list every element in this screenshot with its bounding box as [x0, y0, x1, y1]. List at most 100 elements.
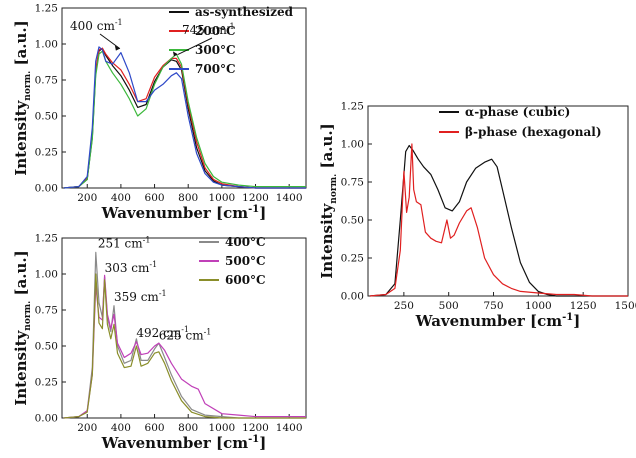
- series-line-2: [63, 47, 306, 189]
- annotation-label-sup: -1: [115, 18, 123, 27]
- plot-frame: [61, 237, 307, 419]
- x-axis-title: Wavenumber [cm-1]: [101, 204, 267, 222]
- x-tick-label: 1200: [242, 192, 269, 204]
- legend-label: 300°C: [195, 43, 236, 57]
- x-tick-label: 1500: [615, 300, 636, 312]
- series-line-2: [369, 143, 628, 297]
- x-axis-title-main: Wavenumber [cm: [101, 434, 249, 452]
- y-axis-title: Intensitynorm. [a.u.]: [12, 250, 33, 406]
- y-axis-title-main: Intensity: [12, 99, 30, 175]
- x-tick-label: 400: [111, 192, 131, 204]
- annotation-label-main: 303 cm: [105, 261, 150, 275]
- plot-frame: [367, 105, 629, 297]
- y-tick-label: 0.75: [35, 75, 58, 87]
- legend-label: 600°C: [225, 273, 266, 287]
- annotation-label: 400 cm-1: [70, 18, 123, 33]
- x-tick-label: 1400: [276, 192, 303, 204]
- x-tick-label: 1000: [208, 192, 235, 204]
- series-line-4: [63, 46, 306, 189]
- annotation-arrow: [177, 37, 213, 55]
- x-tick-label: 1000: [208, 422, 235, 434]
- x-axis-title: Wavenumber [cm-1]: [101, 434, 267, 452]
- y-tick-label: 0.50: [341, 215, 364, 227]
- x-axis-title: Wavenumber [cm-1]: [415, 312, 581, 330]
- x-tick-label: 500: [439, 300, 459, 312]
- chart-panel-1: 0.00 0.25 0.50 0.75 1.00 1.25 200 400 600 800 1000…: [12, 3, 307, 222]
- y-tick-label: 1.00: [35, 39, 58, 51]
- y-tick-label: 0.75: [35, 305, 58, 317]
- annotation-label-sup: -1: [159, 289, 167, 298]
- x-tick-label: 1250: [570, 300, 597, 312]
- annotation-label: 251 cm-1: [98, 236, 151, 251]
- chart-panel-2: 0.00 0.25 0.50 0.75 1.00 1.25 200 400 600 800 1000…: [12, 233, 307, 452]
- legend-label: as-synthesized: [195, 5, 294, 19]
- annotation-label: 745 cm-1: [182, 22, 235, 37]
- y-tick-label: 1.25: [35, 3, 58, 15]
- y-tick-label: 0.25: [341, 253, 364, 265]
- x-axis-title-sup: -1: [248, 204, 259, 215]
- x-tick-label: 800: [178, 422, 198, 434]
- y-axis-title: Intensitynorm. [a.u.]: [318, 123, 339, 279]
- series-line-3: [63, 273, 306, 419]
- y-tick-label: 1.25: [341, 101, 364, 113]
- y-tick-label: 0.50: [35, 341, 58, 353]
- x-tick-label: 800: [178, 192, 198, 204]
- x-axis-title-end: ]: [573, 312, 580, 330]
- y-tick-label: 0.50: [35, 111, 58, 123]
- legend-label: β-phase (hexagonal): [465, 125, 602, 139]
- annotation-label-sup: -1: [143, 236, 151, 245]
- annotation-label-sup: -1: [181, 325, 189, 334]
- series-line-2: [63, 274, 306, 419]
- x-tick-label: 750: [483, 300, 503, 312]
- y-tick-label: 0.00: [35, 413, 58, 425]
- x-tick-label: 250: [394, 300, 414, 312]
- x-tick-label: 1400: [276, 422, 303, 434]
- annotation-label-sup: -1: [227, 22, 235, 31]
- y-axis-title-end: [a.u.]: [318, 123, 336, 174]
- x-tick-label: 600: [145, 192, 165, 204]
- annotation-label-main: 745 cm: [182, 23, 227, 37]
- y-axis-title-end: [a.u.]: [12, 20, 30, 71]
- y-tick-label: 1.00: [341, 139, 364, 151]
- annotation-label: 625 cm-1: [159, 328, 212, 343]
- y-axis-title-end: [a.u.]: [12, 250, 30, 301]
- x-axis-title-end: ]: [259, 434, 266, 452]
- y-tick-label: 0.25: [35, 147, 58, 159]
- annotation-label-main: 251 cm: [98, 237, 143, 251]
- series-line-1: [369, 144, 628, 297]
- annotation-label: 492 cm-1: [136, 325, 189, 340]
- legend-label: 700°C: [195, 62, 236, 76]
- x-axis-title-main: Wavenumber [cm: [415, 312, 563, 330]
- annotation-label-main: 400 cm: [70, 19, 115, 33]
- series-line-3: [63, 50, 306, 189]
- legend-label: 200°C: [195, 24, 236, 38]
- x-tick-label: 400: [111, 422, 131, 434]
- y-axis-title-main: Intensity: [12, 329, 30, 405]
- x-axis-title-sup: -1: [562, 312, 573, 323]
- legend-label: α-phase (cubic): [465, 105, 570, 119]
- y-axis-title-main: Intensity: [318, 202, 336, 278]
- annotation-arrowhead: [172, 51, 178, 57]
- y-axis-title-sub: norm.: [329, 174, 339, 204]
- y-tick-label: 0.00: [341, 291, 364, 303]
- annotation-label-main: 625 cm: [159, 329, 204, 343]
- plot-frame: [61, 7, 307, 189]
- x-axis-title-end: ]: [259, 204, 266, 222]
- y-tick-label: 1.00: [35, 269, 58, 281]
- x-tick-label: 600: [145, 422, 165, 434]
- chart-panel-3: 0.00 0.25 0.50 0.75 1.00 1.25 250 500 750 1000 125…: [318, 101, 636, 331]
- annotation-label: 303 cm-1: [105, 260, 158, 275]
- y-tick-label: 0.00: [35, 183, 58, 195]
- annotation-label: 359 cm-1: [114, 289, 167, 304]
- annotation-label-main: 359 cm: [114, 290, 159, 304]
- x-axis-title-main: Wavenumber [cm: [101, 204, 249, 222]
- annotation-arrow: [99, 33, 121, 50]
- annotation-label-sup: -1: [149, 260, 157, 269]
- y-axis-title-sub: norm.: [23, 71, 33, 101]
- y-tick-label: 1.25: [35, 233, 58, 245]
- x-tick-label: 1200: [242, 422, 269, 434]
- annotation-label-main: 492 cm: [136, 326, 181, 340]
- legend-label: 500°C: [225, 254, 266, 268]
- legend-label: 400°C: [225, 235, 266, 249]
